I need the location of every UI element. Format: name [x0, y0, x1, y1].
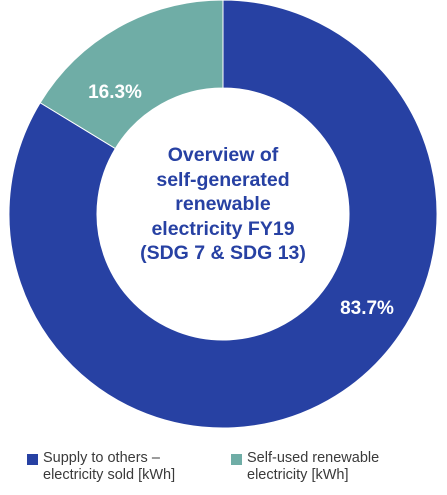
legend-swatch-self-used — [231, 454, 242, 465]
chart-title-line: renewable — [175, 193, 271, 215]
legend-label: Self-used renewable electricity [kWh] — [247, 450, 379, 484]
legend-label-line: electricity sold [kWh] — [43, 467, 176, 483]
chart-title-line: electricity FY19 — [151, 217, 295, 240]
data-label: 16.3% — [88, 82, 142, 103]
chart-title-line: (SDG 7 & SDG 13) — [140, 242, 306, 264]
legend-label-line: electricity [kWh] — [247, 467, 349, 483]
legend: Supply to others – electricity sold [kWh… — [27, 450, 447, 495]
donut-chart-svg: 83.7% 16.3% — [8, 0, 438, 429]
chart-title-line: Overview of — [167, 144, 279, 166]
chart-title-line: self-generated — [156, 168, 290, 191]
legend-label: Supply to others – electricity sold [kWh… — [43, 450, 175, 484]
donut-slice — [8, 0, 438, 429]
legend-label-line: Self-used renewable — [247, 450, 380, 466]
legend-swatch-supply — [27, 454, 38, 465]
data-label: 83.7% — [340, 298, 394, 319]
chart-title: Overview of self-generated renewable ele… — [123, 143, 323, 266]
donut-slice — [39, 0, 224, 150]
legend-label-line: Supply to others – — [43, 450, 160, 466]
donut-chart: 83.7% 16.3% Overview of self-generated re… — [8, 0, 438, 429]
